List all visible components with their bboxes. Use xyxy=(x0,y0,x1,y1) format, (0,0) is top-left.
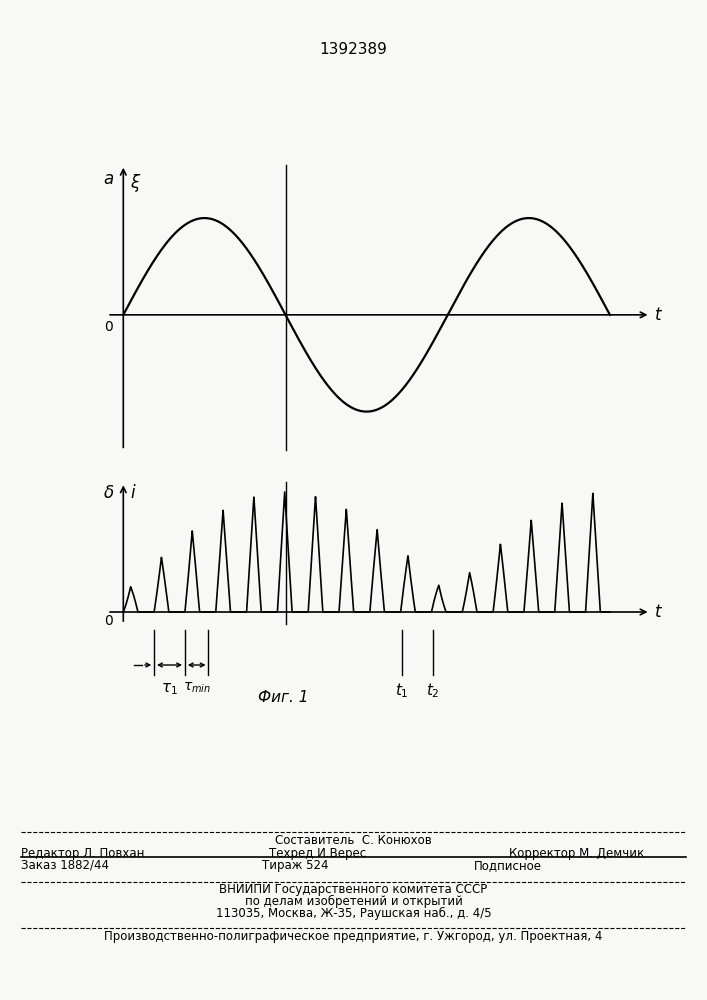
Text: Тираж 524: Тираж 524 xyxy=(262,859,328,872)
Text: 1392389: 1392389 xyxy=(320,42,387,57)
Text: по делам изобретений и открытий: по делам изобретений и открытий xyxy=(245,895,462,908)
Text: 113035, Москва, Ж-35, Раушская наб., д. 4/5: 113035, Москва, Ж-35, Раушская наб., д. … xyxy=(216,907,491,920)
Text: $\xi$: $\xi$ xyxy=(130,172,141,194)
Text: $\tau_1$: $\tau_1$ xyxy=(161,681,178,697)
Text: Составитель  С. Конюхов: Составитель С. Конюхов xyxy=(275,834,432,847)
Text: ВНИИПИ Государственного комитета СССР: ВНИИПИ Государственного комитета СССР xyxy=(219,883,488,896)
Text: Корректор М. Демчик: Корректор М. Демчик xyxy=(509,847,644,860)
Text: $t$: $t$ xyxy=(655,306,664,324)
Text: $i$: $i$ xyxy=(130,484,136,502)
Text: $t_2$: $t_2$ xyxy=(426,681,440,700)
Text: $\delta$: $\delta$ xyxy=(103,484,115,502)
Text: Редактор Л. Повхан: Редактор Л. Повхан xyxy=(21,847,145,860)
Text: $a$: $a$ xyxy=(103,170,114,188)
Text: Фиг. 1: Фиг. 1 xyxy=(257,690,308,705)
Text: Подписное: Подписное xyxy=(474,859,542,872)
Text: $0$: $0$ xyxy=(104,614,114,628)
Text: $t$: $t$ xyxy=(655,603,664,621)
Text: Заказ 1882/44: Заказ 1882/44 xyxy=(21,859,109,872)
Text: Производственно-полиграфическое предприятие, г. Ужгород, ул. Проектная, 4: Производственно-полиграфическое предприя… xyxy=(105,930,602,943)
Text: $\tau_{min}$: $\tau_{min}$ xyxy=(182,681,211,695)
Text: $t_1$: $t_1$ xyxy=(395,681,409,700)
Text: Техред И.Верес: Техред И.Верес xyxy=(269,847,366,860)
Text: $0$: $0$ xyxy=(104,320,114,334)
